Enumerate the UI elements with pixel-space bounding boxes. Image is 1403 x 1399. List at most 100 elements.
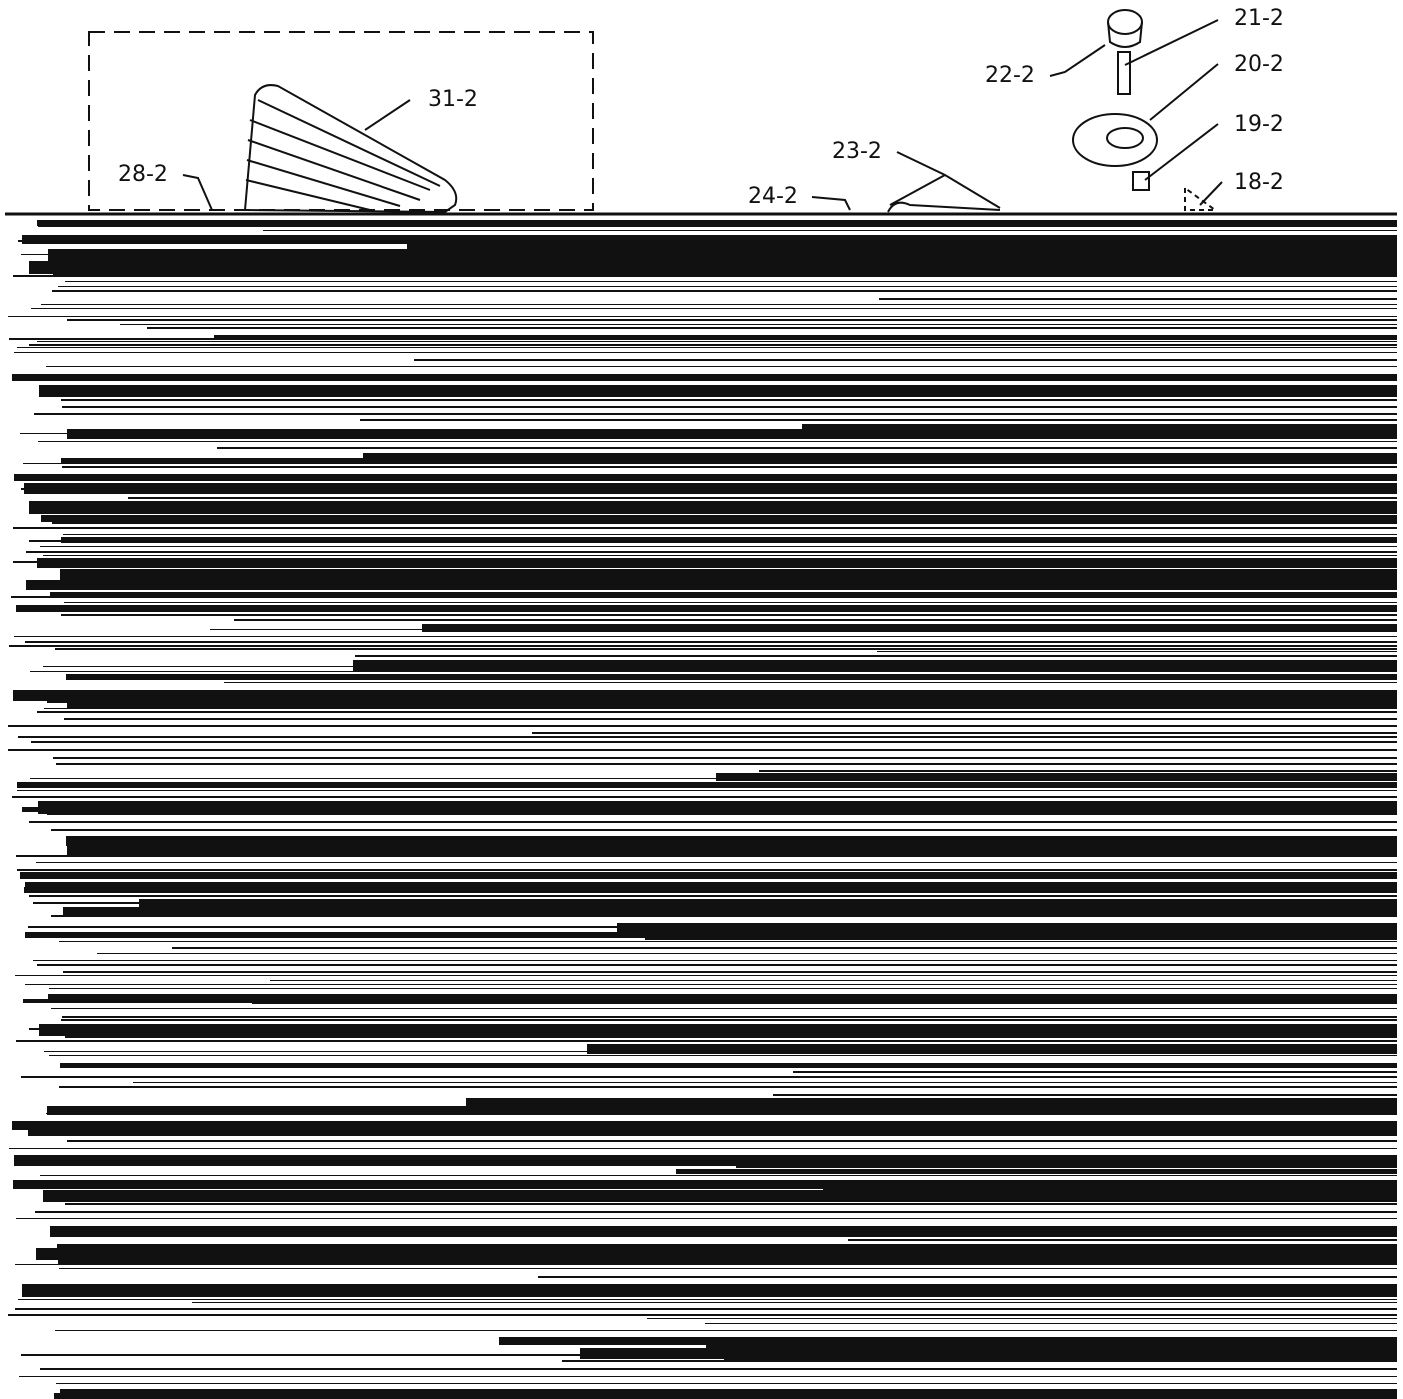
part-18 xyxy=(1184,186,1219,211)
streak xyxy=(353,660,1397,671)
streak xyxy=(617,923,1397,934)
streak xyxy=(26,551,1397,553)
streak xyxy=(63,971,1397,973)
streak xyxy=(65,1203,1397,1205)
streak xyxy=(51,1232,1397,1234)
streak xyxy=(59,1086,1397,1088)
streak xyxy=(18,1299,1397,1300)
streak xyxy=(15,1308,1397,1310)
streak xyxy=(53,757,1397,759)
streak xyxy=(18,736,1397,738)
streak xyxy=(214,335,1397,339)
streak xyxy=(645,938,1397,940)
streak xyxy=(13,561,1397,563)
streak xyxy=(13,275,1397,277)
streak xyxy=(55,1330,1397,1331)
streak xyxy=(21,488,1397,490)
streak xyxy=(9,1148,1397,1149)
streak xyxy=(47,698,1397,703)
streak xyxy=(37,341,1397,342)
streak xyxy=(355,655,1397,657)
streak xyxy=(8,725,1397,727)
streak xyxy=(21,254,1397,255)
streak xyxy=(16,1218,1397,1219)
streak xyxy=(11,596,1397,598)
streak xyxy=(499,1337,1397,1345)
streak xyxy=(14,636,1397,637)
streak xyxy=(30,778,1397,779)
streak xyxy=(36,862,1397,863)
streak xyxy=(848,1239,1397,1241)
streak xyxy=(59,941,1397,942)
streak xyxy=(17,869,1397,871)
streak xyxy=(13,527,1397,529)
streak xyxy=(56,763,1397,765)
streak xyxy=(43,1190,1397,1202)
streak xyxy=(15,1264,1397,1265)
streak xyxy=(64,1289,1397,1291)
streak xyxy=(210,629,1397,630)
streak xyxy=(21,1076,1397,1078)
streak xyxy=(15,975,1397,976)
streak xyxy=(44,708,1397,709)
streak xyxy=(759,770,1397,772)
streak xyxy=(52,290,1397,292)
streak xyxy=(54,1393,1397,1399)
streak xyxy=(55,648,1397,650)
streak xyxy=(32,608,1397,609)
streak xyxy=(44,377,1397,379)
streak xyxy=(48,249,1397,262)
streak xyxy=(41,515,1397,522)
streak xyxy=(62,1016,1397,1018)
streak xyxy=(50,1254,1397,1260)
label: 28-2 xyxy=(118,162,168,187)
streak xyxy=(65,281,1397,282)
streak xyxy=(17,782,1397,788)
label: 20-2 xyxy=(1234,52,1284,77)
streak xyxy=(64,1194,1397,1195)
streak xyxy=(21,1354,1397,1356)
streak xyxy=(49,1162,1397,1164)
streak xyxy=(128,497,1397,499)
streak xyxy=(61,1019,1397,1021)
streak xyxy=(773,1094,1397,1096)
streak xyxy=(43,555,1397,556)
streak xyxy=(61,399,1397,401)
streak xyxy=(16,855,1397,857)
streak xyxy=(263,230,1397,231)
streak xyxy=(20,433,1397,434)
streak xyxy=(224,682,1397,683)
streak xyxy=(47,1106,1397,1115)
streak xyxy=(40,546,1397,547)
streak xyxy=(48,1127,1397,1128)
block-19 xyxy=(1132,171,1150,191)
streak xyxy=(736,1166,1397,1168)
streak xyxy=(40,1368,1397,1370)
streak xyxy=(705,1323,1397,1324)
knob-body xyxy=(1107,21,1143,48)
streak xyxy=(43,666,1397,667)
streak xyxy=(17,347,1397,348)
streak xyxy=(192,1302,1397,1303)
streak xyxy=(58,286,1397,287)
streak xyxy=(29,344,1397,346)
streak xyxy=(53,1296,1397,1297)
streak xyxy=(422,624,1397,632)
streak xyxy=(37,964,1397,966)
streak xyxy=(60,569,1397,581)
streak xyxy=(647,1318,1397,1319)
streak xyxy=(41,304,1397,305)
streak xyxy=(17,790,1397,791)
shaft-21 xyxy=(1117,51,1131,95)
streak xyxy=(793,1071,1397,1073)
streak xyxy=(66,836,1397,846)
streak xyxy=(234,619,1397,621)
streak xyxy=(61,458,1397,463)
bowl-hole xyxy=(1106,127,1144,149)
streak xyxy=(13,690,1397,701)
streak xyxy=(46,366,1397,367)
streak xyxy=(562,1360,1397,1362)
streak xyxy=(414,359,1397,361)
streak xyxy=(52,522,1397,524)
housing-31 xyxy=(243,84,458,214)
